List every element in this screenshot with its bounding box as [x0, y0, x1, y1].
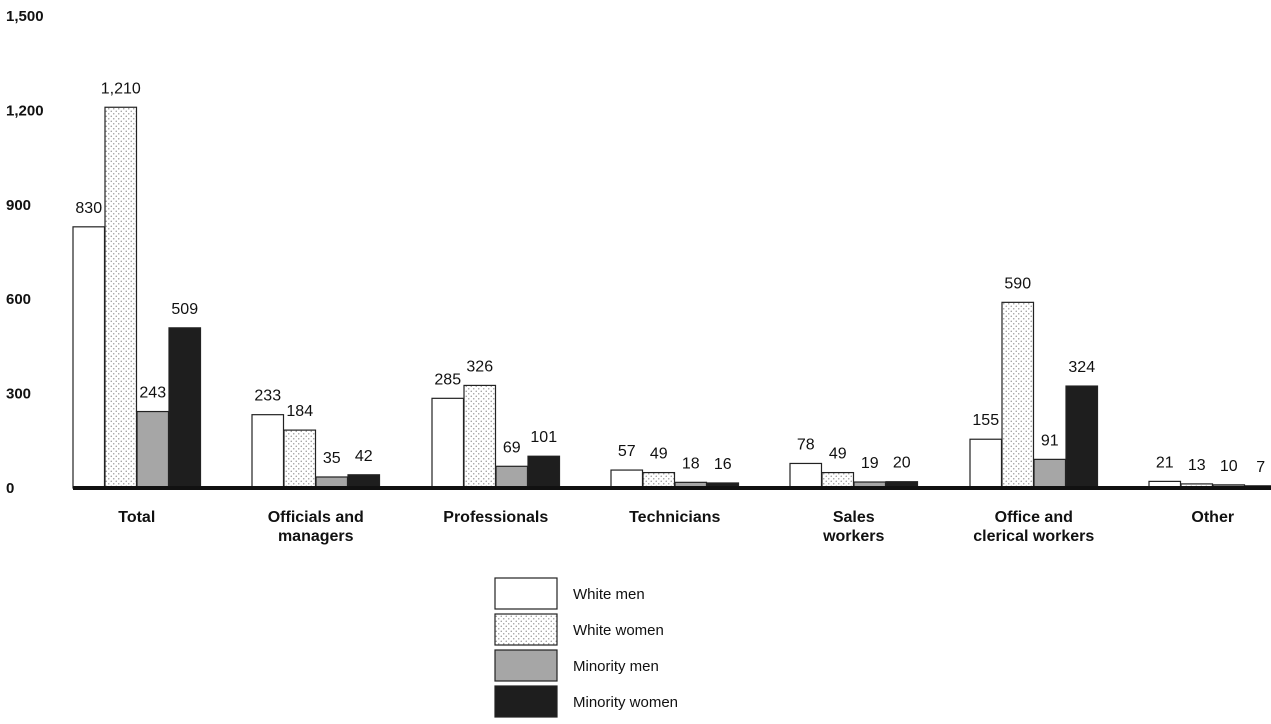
data-label: 18 — [682, 455, 700, 472]
data-label: 19 — [861, 455, 879, 472]
data-label: 326 — [466, 358, 493, 375]
bar-white-men-office-and-clerical-workers — [969, 438, 1003, 489]
data-label: 233 — [254, 388, 281, 405]
data-label: 101 — [530, 429, 557, 446]
bar-white-men-professionals — [431, 397, 465, 489]
bars — [72, 106, 1271, 489]
y-tick-label: 300 — [6, 386, 31, 403]
data-label: 830 — [75, 200, 102, 217]
y-tick-label: 600 — [6, 291, 31, 308]
legend-swatch-white-women — [494, 613, 558, 646]
x-tick-label: clerical workers — [973, 528, 1094, 545]
bar-white-women-sales-workers — [821, 471, 855, 489]
x-tick-label: workers — [822, 528, 884, 545]
data-label: 509 — [171, 301, 198, 318]
value-labels: 830 233 285 57 78 155 21 1,210 184 326 49 49 590 13 24… — [75, 80, 1265, 476]
bar-white-men-officials-and-managers — [251, 414, 285, 489]
data-label: 57 — [618, 443, 636, 460]
x-tick-label: Professionals — [443, 509, 548, 526]
data-label: 285 — [434, 371, 461, 388]
x-axis-category-labels: Total Officials and managers Professionals T… — [118, 509, 1234, 545]
legend-label: White men — [573, 586, 645, 603]
data-label: 78 — [797, 436, 815, 453]
bar-white-women-officials-and-managers — [283, 429, 317, 489]
x-tick-label: Sales — [833, 509, 875, 526]
data-label: 49 — [829, 446, 847, 463]
data-label: 1,210 — [101, 80, 141, 97]
data-label: 243 — [139, 385, 166, 402]
legend: White men White women Minority men Minority… — [494, 577, 678, 718]
data-label: 13 — [1188, 457, 1206, 474]
bar-minority-men-total — [136, 410, 170, 489]
y-tick-label: 900 — [6, 197, 31, 214]
bar-white-women-technicians — [642, 471, 676, 489]
bar-minority-men-professionals — [495, 465, 529, 489]
data-label: 324 — [1068, 359, 1095, 376]
legend-label: White women — [573, 622, 664, 639]
y-tick-label: 0 — [6, 480, 14, 497]
bar-minority-women-professionals — [527, 455, 561, 489]
data-label: 590 — [1004, 275, 1031, 292]
x-tick-label: Office and — [995, 509, 1073, 526]
legend-label: Minority men — [573, 658, 659, 675]
bar-white-women-office-and-clerical-workers — [1001, 301, 1035, 489]
x-tick-label: Total — [118, 509, 155, 526]
x-tick-label: Officials and — [268, 509, 364, 526]
y-tick-label: 1,200 — [6, 102, 44, 119]
data-label: 49 — [650, 446, 668, 463]
data-label: 21 — [1156, 454, 1174, 471]
legend-label: Minority women — [573, 694, 678, 711]
bar-minority-women-total — [168, 327, 202, 489]
legend-swatch-minority-men — [494, 649, 558, 682]
data-label: 155 — [972, 412, 999, 429]
bar-minority-women-office-and-clerical-workers — [1065, 385, 1099, 489]
data-label: 10 — [1220, 458, 1238, 475]
bar-white-men-technicians — [610, 469, 644, 489]
x-tick-label: managers — [278, 528, 354, 545]
data-label: 16 — [714, 456, 732, 473]
data-label: 35 — [323, 450, 341, 467]
data-label: 91 — [1041, 432, 1059, 449]
y-axis-tick-labels: 0 300 600 900 1,200 1,500 — [6, 8, 44, 497]
bar-minority-men-office-and-clerical-workers — [1033, 458, 1067, 489]
legend-swatch-white-men — [494, 577, 558, 610]
bar-white-men-total — [72, 226, 106, 489]
data-label: 20 — [893, 455, 911, 472]
data-label: 7 — [1256, 459, 1265, 476]
data-label: 42 — [355, 448, 373, 465]
legend-swatch-minority-women — [494, 685, 558, 718]
bar-white-women-professionals — [463, 384, 497, 489]
bar-white-women-total — [104, 106, 138, 489]
y-tick-label: 1,500 — [6, 8, 44, 25]
x-tick-label: Technicians — [629, 509, 720, 526]
data-label: 184 — [286, 403, 313, 420]
x-tick-label: Other — [1191, 509, 1234, 526]
bar-white-men-sales-workers — [789, 462, 823, 489]
data-label: 69 — [503, 439, 521, 456]
